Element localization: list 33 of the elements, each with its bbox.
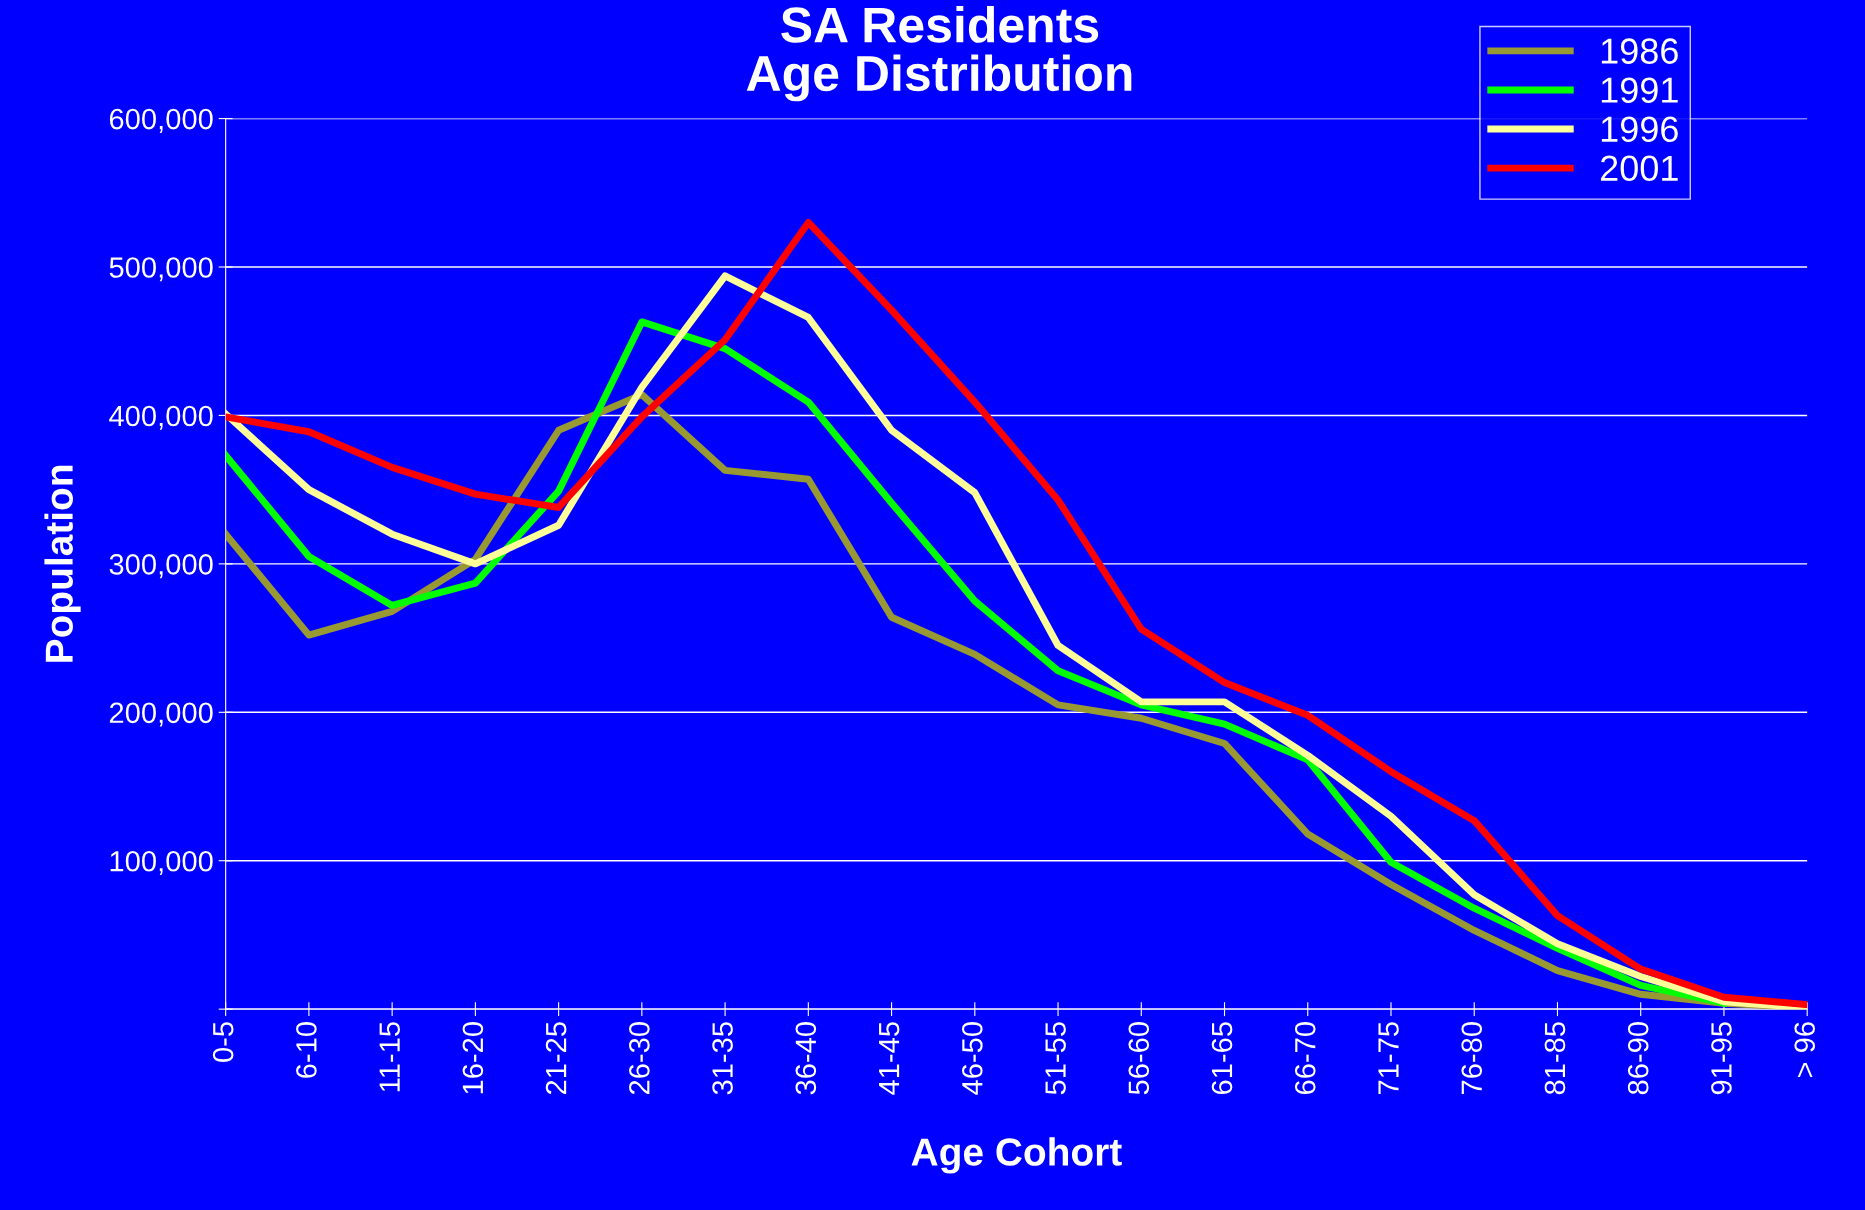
y-tick-label: 500,000	[109, 257, 213, 282]
legend-label: 1991	[1601, 77, 1678, 103]
x-tick-label: 76-80	[1461, 1022, 1483, 1095]
x-tick-label: 66-70	[1294, 1022, 1316, 1095]
y-tick-label: 300,000	[109, 554, 213, 579]
y-tick-label: 100,000	[110, 850, 213, 876]
x-tick-label: 51-55	[1045, 1022, 1066, 1095]
x-tick-label: 81-85	[1544, 1022, 1566, 1095]
legend-label: 2001	[1600, 155, 1678, 182]
x-tick-label: 61-65	[1211, 1022, 1233, 1095]
x-tick-label: 41-45	[879, 1022, 900, 1095]
x-tick-label: 26-30	[629, 1022, 650, 1095]
x-tick-label: 0-5	[212, 1022, 234, 1062]
x-tick-label: > 96	[1794, 1022, 1816, 1078]
x-axis-title: Age Cohort	[911, 1137, 1122, 1174]
x-tick-label: 11-15	[379, 1022, 400, 1092]
x-tick-label: 31-35	[712, 1022, 733, 1095]
legend-label: 1996	[1601, 116, 1678, 143]
y-tick-label: 600,000	[109, 108, 213, 133]
x-tick-label: 16-20	[462, 1022, 484, 1094]
chart-title: SA Residents Age Distribution	[746, 6, 1132, 102]
x-tick-label: 46-50	[961, 1022, 983, 1095]
x-tick-label: 71-75	[1378, 1022, 1399, 1095]
x-tick-label: 36-40	[795, 1022, 817, 1095]
legend-label: 1986	[1601, 38, 1678, 64]
x-tick-label: 86-90	[1627, 1022, 1649, 1095]
x-tick-label: 21-25	[545, 1022, 567, 1095]
y-tick-label: 400,000	[109, 405, 213, 430]
y-axis-title: Population	[44, 465, 81, 662]
x-tick-label: 56-60	[1128, 1022, 1150, 1095]
x-tick-label: 6-10	[296, 1022, 317, 1078]
y-tick-label: 200,000	[109, 702, 213, 727]
x-tick-label: 91-95	[1711, 1022, 1732, 1095]
